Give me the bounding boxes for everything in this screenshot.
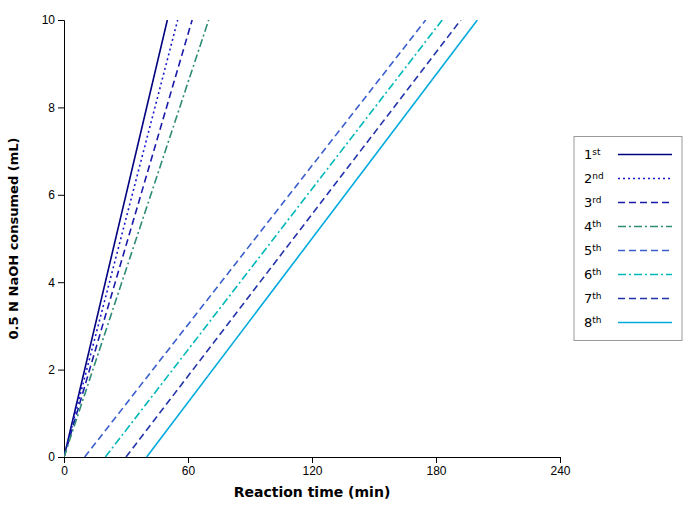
legend-swatch [618,178,672,180]
tick-label: 0 [48,450,55,464]
tick: 240 [550,457,570,478]
tick-label: 60 [182,464,196,478]
tick-label: 0 [61,464,68,478]
lines [64,20,477,457]
tick: 10 [42,13,64,27]
legend-label: 2nd [584,171,604,186]
tick: 2 [48,363,64,377]
y-axis-title: 0.5 N NaOH consumed (mL) [6,138,21,340]
tick-mark [188,457,189,463]
legend-label: 4th [584,219,602,234]
legend-swatch [618,274,672,276]
chart: 0 60 120 180 240 0 2 4 6 8 10 Reaction time (min) 0.… [0,0,690,509]
series-line [105,20,442,457]
series-line [85,20,426,457]
series-line [64,20,192,457]
legend-swatch [618,250,672,252]
tick: 60 [182,457,196,478]
tick-label: 8 [48,101,55,115]
tick-label: 10 [42,13,56,27]
x-axis-title: Reaction time (min) [234,484,391,500]
legend-label: 8th [584,315,602,330]
tick: 0 [48,450,64,464]
tick-mark [312,457,313,463]
legend-label: 7th [584,291,602,306]
axis-domain [65,458,561,464]
tick-mark [58,370,64,371]
legend: 1st 2nd 3rd 4th 5th 6th 7th 8th [574,137,682,341]
tick: 4 [48,276,64,290]
tick-label: 180 [426,464,446,478]
tick-mark [58,457,64,458]
series-line [147,20,478,457]
y-axis: 0 2 4 6 8 10 [42,13,65,464]
tick-label: 120 [302,464,322,478]
legend-label: 5th [584,243,602,258]
tick: 120 [302,457,322,478]
series-line [64,20,167,457]
legend-label: 6th [584,267,602,282]
tick-label: 4 [48,276,55,290]
tick-label: 6 [48,188,55,202]
tick: 180 [426,457,446,478]
series-line [64,20,178,457]
x-axis: 0 60 120 180 240 [61,457,571,478]
tick: 0 [61,457,68,478]
legend-swatch [618,154,672,156]
tick-mark [58,107,64,108]
legend-swatch [618,226,672,228]
tick-mark [560,457,561,463]
legend-swatch [618,298,672,300]
legend-swatch [618,202,672,204]
tick-label: 240 [550,464,570,478]
tick-mark [58,195,64,196]
legend-label: 1st [584,147,601,162]
tick: 6 [48,188,64,202]
tick-mark [58,20,64,21]
plot: 0 60 120 180 240 0 2 4 6 8 10 [42,13,571,477]
legend-box [574,137,682,341]
tick-mark [58,282,64,283]
tick-mark [436,457,437,463]
legend-label: 3rd [584,195,602,210]
series-line [126,20,461,457]
axis-domain [58,21,65,458]
legend-swatch [618,322,672,324]
tick: 8 [48,101,64,115]
tick-label: 2 [48,363,55,377]
